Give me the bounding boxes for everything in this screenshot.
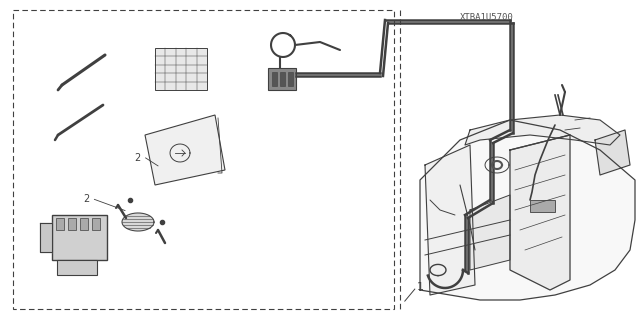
Text: 1: 1 xyxy=(417,282,424,292)
Bar xyxy=(288,72,293,86)
Bar xyxy=(268,68,296,90)
Bar xyxy=(56,218,64,230)
Text: 2: 2 xyxy=(134,153,141,163)
Polygon shape xyxy=(122,213,154,231)
Bar xyxy=(155,48,207,90)
Bar xyxy=(52,215,107,260)
Bar xyxy=(13,10,394,309)
Polygon shape xyxy=(595,130,630,175)
Polygon shape xyxy=(40,223,52,252)
Polygon shape xyxy=(465,115,620,145)
Bar xyxy=(57,260,97,275)
Bar xyxy=(530,200,555,212)
Polygon shape xyxy=(420,120,635,300)
Bar xyxy=(280,72,285,86)
Polygon shape xyxy=(470,195,510,270)
Bar xyxy=(272,72,277,86)
Text: 2: 2 xyxy=(83,194,90,204)
Text: XTBA1U5700: XTBA1U5700 xyxy=(460,13,513,22)
Bar xyxy=(68,218,76,230)
Polygon shape xyxy=(145,115,225,185)
Polygon shape xyxy=(510,135,570,290)
Polygon shape xyxy=(425,145,475,295)
Bar xyxy=(92,218,100,230)
Bar xyxy=(80,218,88,230)
